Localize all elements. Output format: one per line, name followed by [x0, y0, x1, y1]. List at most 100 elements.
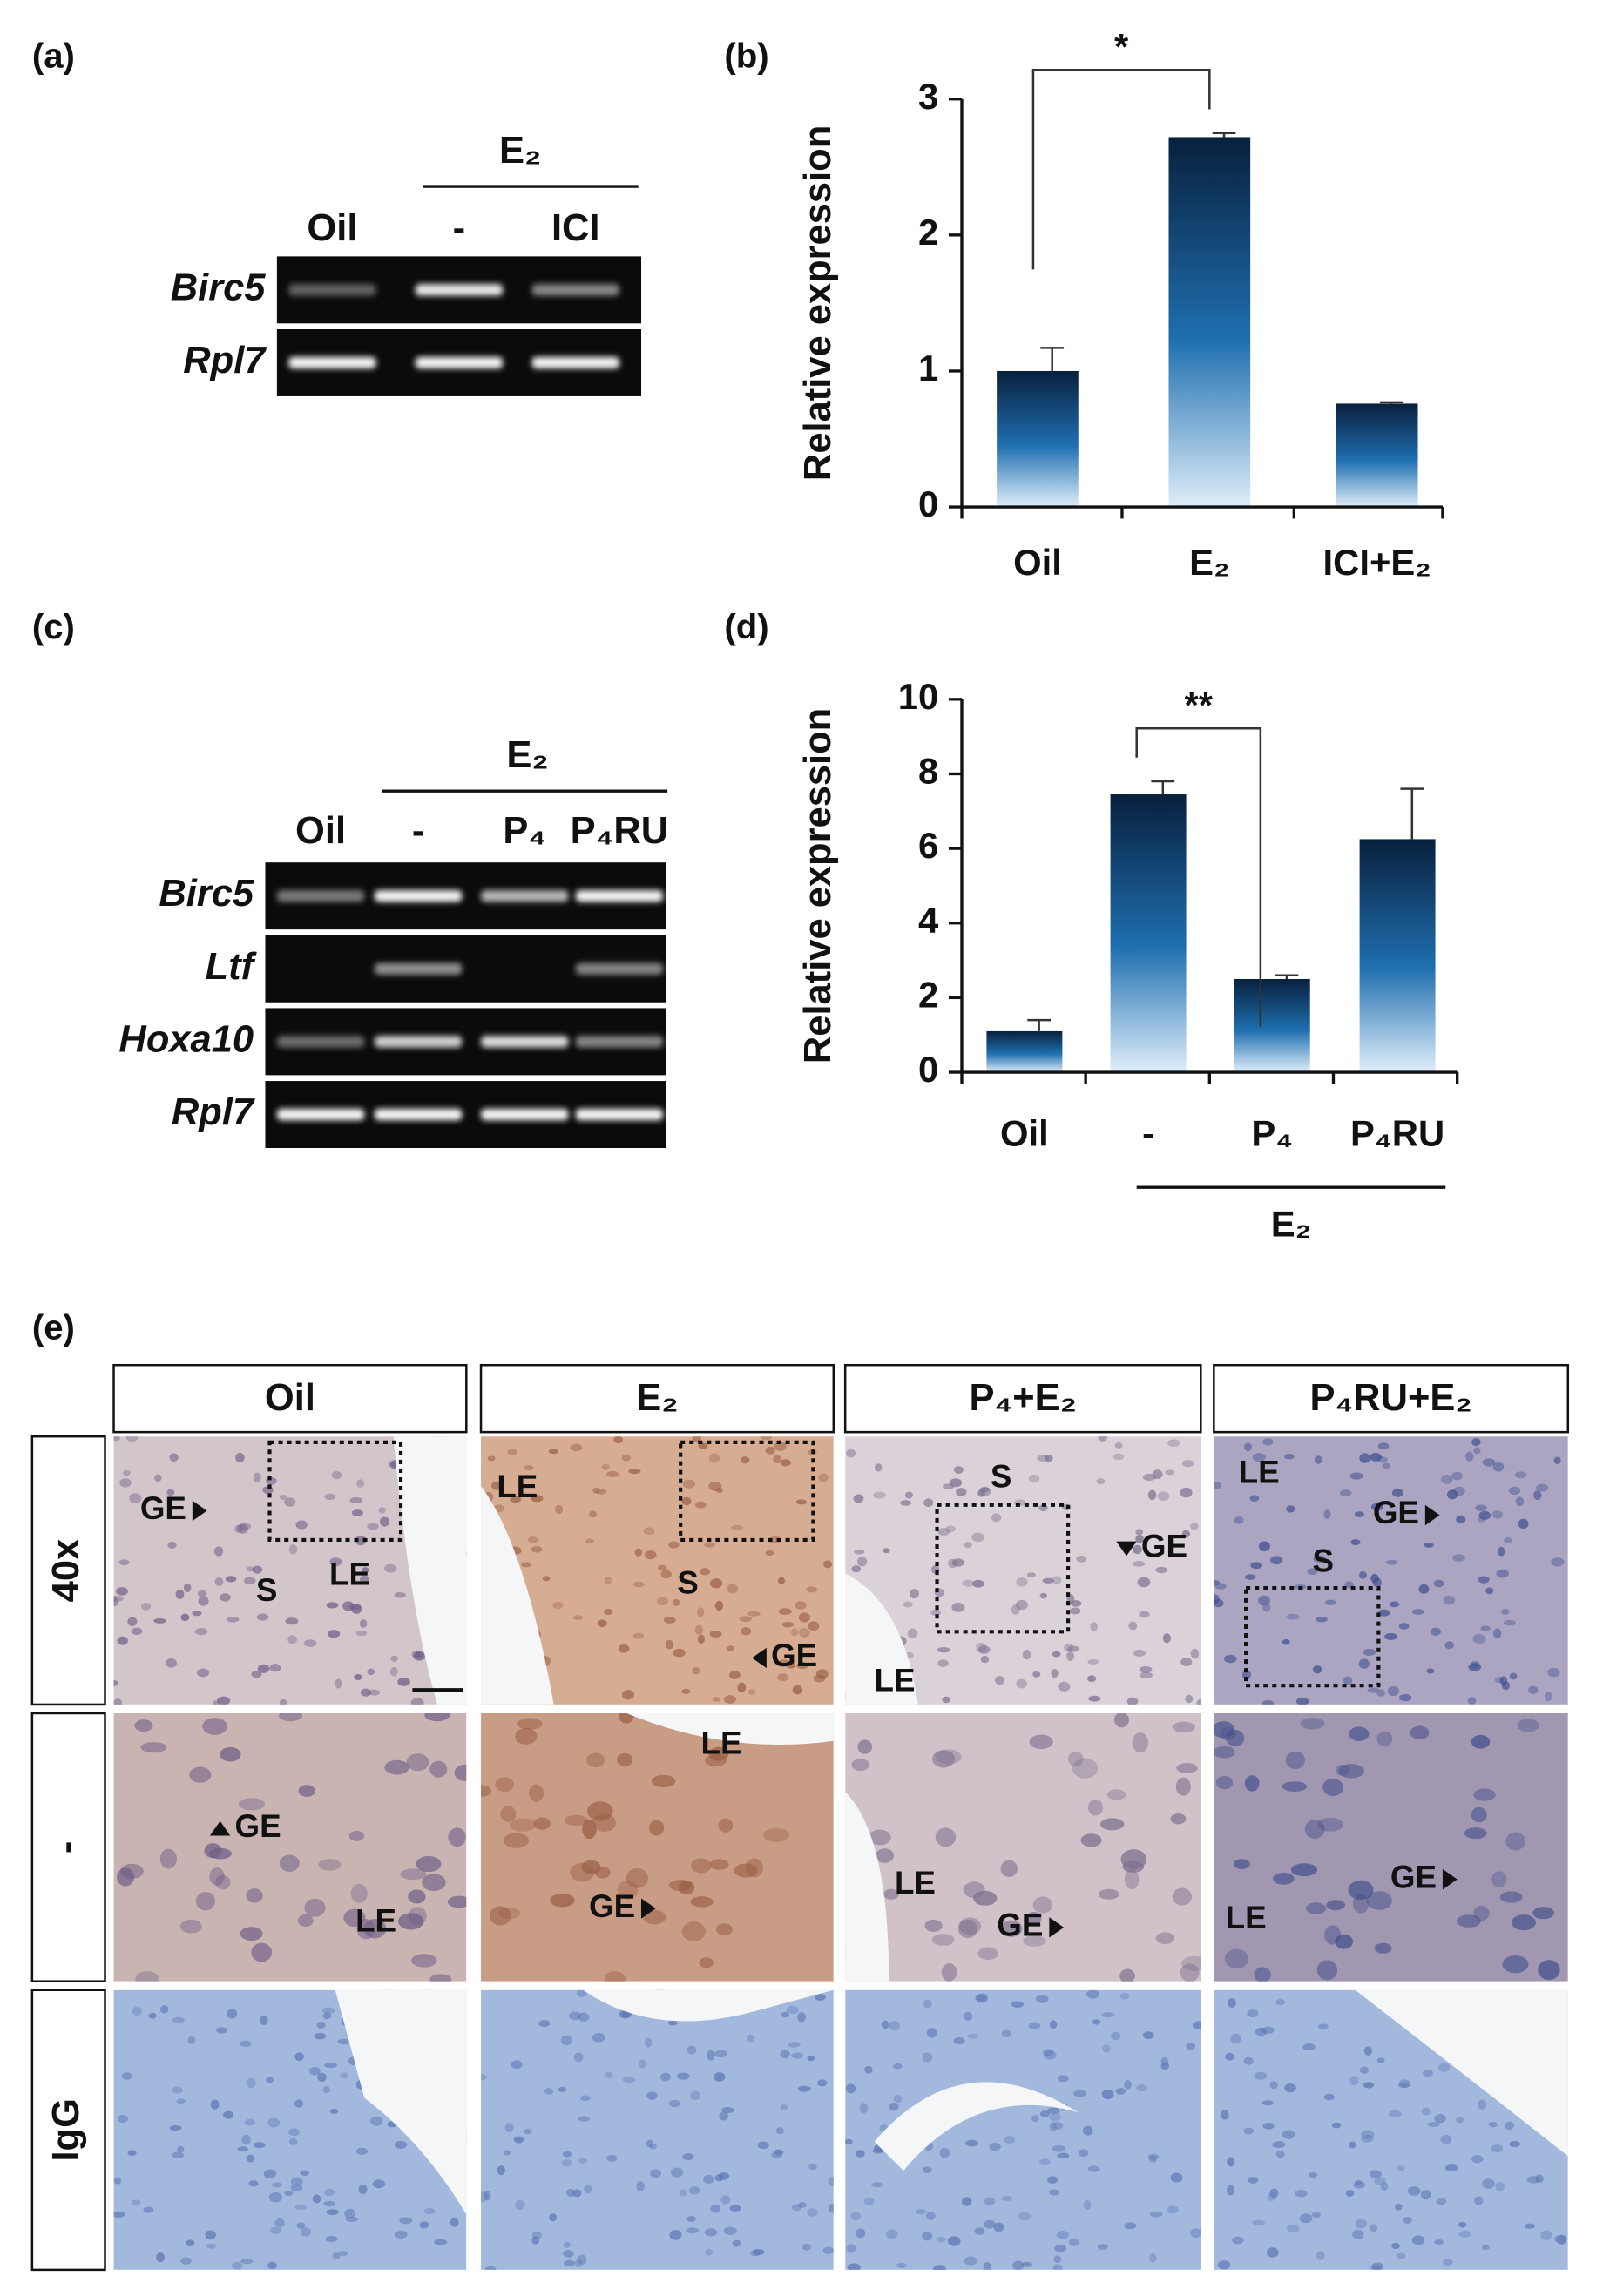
nucleus [118, 1559, 130, 1566]
nucleus [1398, 1693, 1412, 1702]
nucleus [172, 2016, 185, 2023]
nucleus [1398, 2079, 1410, 2089]
nucleus [926, 2028, 937, 2038]
nucleus [592, 1487, 600, 1494]
nucleus [864, 2065, 873, 2074]
nucleus [715, 1487, 723, 1494]
nucleus [1511, 1914, 1536, 1931]
nucleus [113, 1436, 120, 1442]
nucleus [314, 2032, 327, 2040]
nucleus [153, 1617, 166, 1624]
nucleus [523, 2129, 532, 2135]
nucleus [796, 1662, 808, 1670]
nucleus [694, 1624, 703, 1635]
nucleus [123, 1469, 131, 1476]
nucleus [1170, 2172, 1183, 2183]
nucleus [578, 2012, 590, 2022]
nucleus [1166, 2205, 1179, 2214]
nucleus [176, 2098, 186, 2104]
panel-label: (b) [724, 37, 768, 76]
nucleus [1532, 1907, 1554, 1920]
nucleus [910, 1589, 919, 1599]
tissue-label: LE [1226, 1900, 1267, 1935]
nucleus [732, 2239, 741, 2247]
nucleus [1083, 2199, 1092, 2211]
nucleus [422, 1874, 446, 1891]
nucleus [1180, 1963, 1200, 1982]
nucleus [1190, 1522, 1199, 1530]
tissue-bg [1214, 1436, 1568, 1705]
nucleus [706, 2050, 715, 2061]
nucleus [828, 2177, 834, 2187]
nucleus [632, 1632, 645, 1639]
nucleus [563, 2241, 571, 2248]
nucleus [1410, 1725, 1430, 1740]
nucleus [384, 1563, 397, 1573]
nucleus [423, 2208, 436, 2215]
nucleus [850, 2212, 862, 2221]
nucleus [1250, 1562, 1262, 1570]
nucleus [1361, 2130, 1375, 2139]
nucleus [448, 1827, 466, 1847]
nucleus [807, 2208, 818, 2217]
nucleus [129, 1493, 142, 1503]
nucleus [454, 1764, 467, 1781]
nucleus [1051, 1668, 1059, 1678]
nucleus [1073, 2090, 1087, 2097]
nucleus [656, 1597, 668, 1606]
nucleus [355, 1535, 367, 1546]
nucleus [1147, 1489, 1157, 1501]
nucleus [266, 2077, 274, 2083]
nucleus [1248, 2177, 1259, 2184]
nucleus [1352, 2229, 1364, 2239]
tissue-label: S [256, 1572, 278, 1608]
tissue [481, 1712, 834, 1982]
arrowhead [752, 1647, 767, 1669]
nucleus [1370, 1503, 1383, 1511]
nucleus [1371, 2262, 1384, 2270]
nucleus [419, 2221, 429, 2229]
nucleus [267, 2117, 281, 2128]
arrowhead [209, 1820, 231, 1836]
nucleus [1478, 1576, 1490, 1584]
nucleus [739, 1616, 752, 1623]
nucleus [628, 1469, 641, 1475]
nucleus [208, 1847, 232, 1860]
nucleus [285, 1617, 299, 1625]
nucleus [1285, 1751, 1306, 1769]
nucleus [1355, 2218, 1368, 2229]
nucleus [1452, 1554, 1465, 1562]
nucleus [1042, 1577, 1054, 1584]
nucleus [186, 2239, 195, 2247]
nucleus [797, 2012, 806, 2023]
arrowhead [1049, 1917, 1065, 1938]
nucleus [962, 1579, 975, 1587]
nucleus [705, 2248, 714, 2256]
nucleus [719, 2111, 729, 2121]
nucleus [787, 2042, 801, 2048]
nucleus [1066, 1651, 1075, 1661]
nucleus [1389, 1601, 1400, 1608]
nucleus [971, 1532, 984, 1543]
nucleus [1314, 1455, 1322, 1464]
nucleus [1137, 1577, 1151, 1588]
nucleus [1214, 1583, 1227, 1590]
nucleus [1148, 2155, 1158, 2163]
nucleus [957, 1919, 977, 1939]
nucleus [601, 1463, 610, 1470]
nucleus [183, 1583, 192, 1593]
nucleus [681, 1921, 706, 1941]
nucleus [548, 1449, 558, 1455]
nucleus [734, 1863, 758, 1878]
nucleus [1262, 2122, 1275, 2130]
nucleus [1538, 1960, 1560, 1981]
nucleus [511, 2060, 523, 2070]
nucleus [1505, 2121, 1514, 2131]
row-header-box [30, 1989, 106, 2272]
lane-label: ICI [551, 207, 600, 249]
nucleus [893, 2094, 903, 2104]
nucleus [935, 1827, 957, 1847]
gene-label: Birc5 [159, 873, 254, 915]
nucleus [700, 1568, 711, 1576]
nucleus [798, 2202, 807, 2208]
